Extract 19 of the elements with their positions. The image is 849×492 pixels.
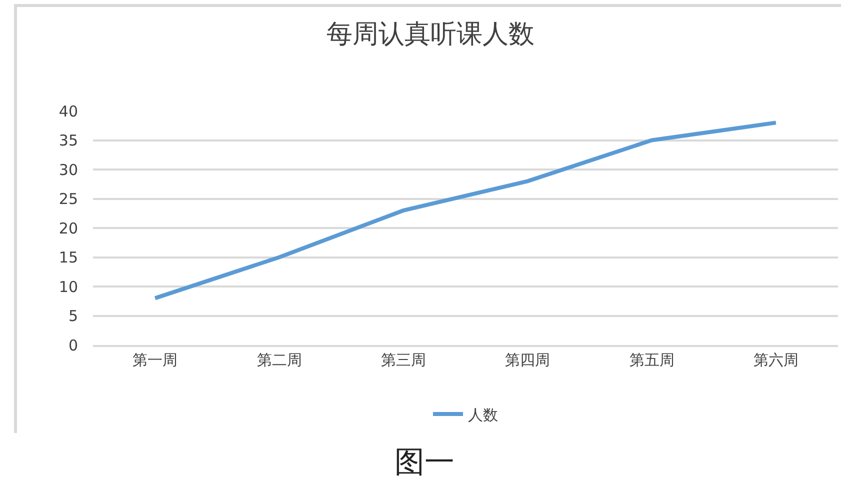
text: 图一 [394, 444, 456, 482]
y-tick-label: 40 [58, 102, 78, 120]
y-tick-label: 0 [68, 336, 78, 354]
line-series [153, 120, 778, 300]
x-tick-label: 第四周 [505, 351, 550, 369]
x-tick-label: 第二周 [256, 351, 302, 369]
x-tick-label: 第六周 [753, 351, 798, 369]
y-tick-label: 30 [58, 160, 78, 179]
legend-label: 人数 [468, 406, 498, 424]
y-tick-label: 20 [58, 219, 78, 238]
x-tick-label: 第三周 [380, 351, 426, 369]
y-tick-label: 15 [58, 248, 78, 266]
chart-title: 每周认真听课人数 [326, 19, 534, 50]
y-tick-label: 5 [68, 307, 78, 325]
y-tick-label: 25 [58, 190, 78, 208]
x-tick-label: 第五周 [629, 351, 674, 369]
y-tick-label: 10 [58, 278, 78, 296]
x-tick-label: 第一周 [132, 351, 178, 369]
y-tick-label: 35 [58, 132, 78, 150]
